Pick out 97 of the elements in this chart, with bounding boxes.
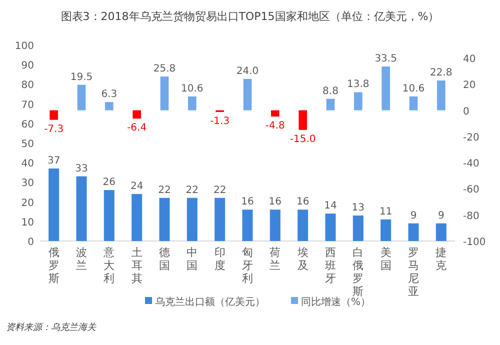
bar: [270, 210, 280, 241]
bar: [214, 198, 226, 241]
y2-tick-label: -80: [463, 210, 480, 222]
bar: [298, 210, 308, 241]
y2-tick-label: -20: [463, 132, 480, 144]
bar: [159, 198, 170, 241]
bar: [132, 194, 142, 241]
x-tick-label: 匈牙利: [242, 246, 253, 285]
data-label: 24.0: [236, 66, 259, 77]
y-tick-label: 10: [21, 217, 34, 228]
bar: [409, 96, 418, 110]
y-tick-label: 90: [21, 60, 34, 72]
bar: [186, 198, 198, 241]
x-tick-label: 罗马尼亚: [408, 246, 419, 298]
y2-tick-label: 20: [463, 80, 476, 92]
y2-tick-label: 0: [463, 106, 470, 118]
data-label: 26: [102, 177, 116, 188]
y-tick-label: 70: [21, 100, 34, 111]
data-label: 22: [213, 184, 226, 196]
bar: [242, 210, 253, 241]
x-tick-label: 俄罗斯: [48, 246, 60, 285]
chart-title: 图表3：2018年乌克兰货物贸易出口TOP15国家和地区（单位：亿美元，%）: [60, 10, 440, 23]
x-tick-label: 荷兰: [270, 246, 281, 272]
data-label: 13.8: [347, 79, 370, 90]
data-label: 9: [438, 210, 444, 222]
bar: [188, 96, 196, 110]
x-tick-label: 美国: [380, 246, 392, 272]
data-label: 9: [410, 210, 417, 222]
text: 资料来源：乌克兰海关: [6, 322, 97, 333]
data-label: 6.3: [101, 89, 118, 100]
x-tick-label: 土耳其: [131, 246, 142, 285]
data-label: -15.0: [290, 134, 316, 145]
bar: [132, 110, 141, 119]
x-tick-label: 德国: [159, 246, 170, 272]
y-tick-label: 50: [21, 139, 34, 150]
data-label: 16: [241, 196, 254, 208]
data-label: 16: [296, 196, 310, 208]
data-label: 16: [268, 196, 282, 208]
data-label: 33: [75, 163, 88, 174]
data-label: 22: [186, 184, 199, 196]
y-tick-label: 0: [28, 237, 34, 248]
legend-label: 同比增速（%）: [301, 296, 371, 308]
bar: [382, 66, 390, 110]
bar: [105, 102, 114, 110]
data-label: 10.6: [181, 83, 204, 94]
bar: [298, 110, 307, 130]
bar: [50, 110, 58, 120]
data-label: 25.8: [153, 64, 176, 75]
bar: [436, 223, 446, 241]
x-tick-label: 埃及: [296, 246, 308, 272]
data-label: -1.3: [210, 116, 230, 127]
y-tick-label: 80: [21, 80, 34, 92]
bar: [77, 84, 86, 110]
bar: [380, 219, 392, 241]
y2-tick-label: -60: [463, 184, 480, 196]
legend-label: 乌克兰出口额（亿美元）: [155, 296, 265, 308]
y-tick-label: 40: [21, 158, 34, 170]
x-tick-label: 波兰: [76, 246, 87, 272]
bar: [352, 216, 364, 241]
data-label: 10.6: [402, 83, 425, 94]
x-tick-label: 印度: [214, 246, 226, 272]
bar: [160, 76, 169, 110]
data-label: 11: [379, 206, 392, 218]
x-tick-label: 西班牙: [325, 246, 336, 285]
data-label: 37: [47, 155, 60, 166]
bar: [408, 223, 419, 241]
data-label: -6.4: [127, 122, 147, 134]
x-tick-label: 捷克: [436, 246, 447, 272]
bar: [271, 110, 280, 117]
bar: [48, 168, 60, 241]
data-label: 13: [352, 202, 365, 214]
bar: [104, 190, 114, 241]
bar: [325, 214, 336, 241]
data-label: -4.8: [265, 120, 285, 132]
y-tick-label: 20: [21, 198, 34, 209]
bar: [243, 78, 252, 110]
y2-tick-label: -40: [463, 158, 480, 170]
y-tick-label: 100: [14, 41, 34, 52]
x-tick-label: 意大利: [102, 246, 115, 285]
y-tick-label: 60: [21, 119, 34, 130]
data-label: 33.5: [374, 53, 397, 64]
data-label: 14: [324, 200, 337, 212]
x-tick-label: 中国: [186, 246, 198, 272]
y-tick-label: 30: [21, 178, 34, 190]
y2-tick-label: 40: [463, 54, 476, 65]
data-label: 22: [158, 184, 171, 196]
data-label: 22.8: [430, 67, 452, 78]
data-label: -7.3: [44, 124, 64, 135]
bar: [326, 98, 335, 110]
bar: [76, 176, 87, 241]
data-label: 24: [130, 180, 144, 192]
bar: [354, 92, 362, 110]
data-label: 19.5: [70, 72, 93, 83]
data-label: 8.8: [322, 86, 338, 97]
y2-tick-label: -100: [463, 237, 486, 248]
x-tick-label: 白俄罗斯: [352, 246, 364, 298]
bar: [437, 80, 446, 110]
